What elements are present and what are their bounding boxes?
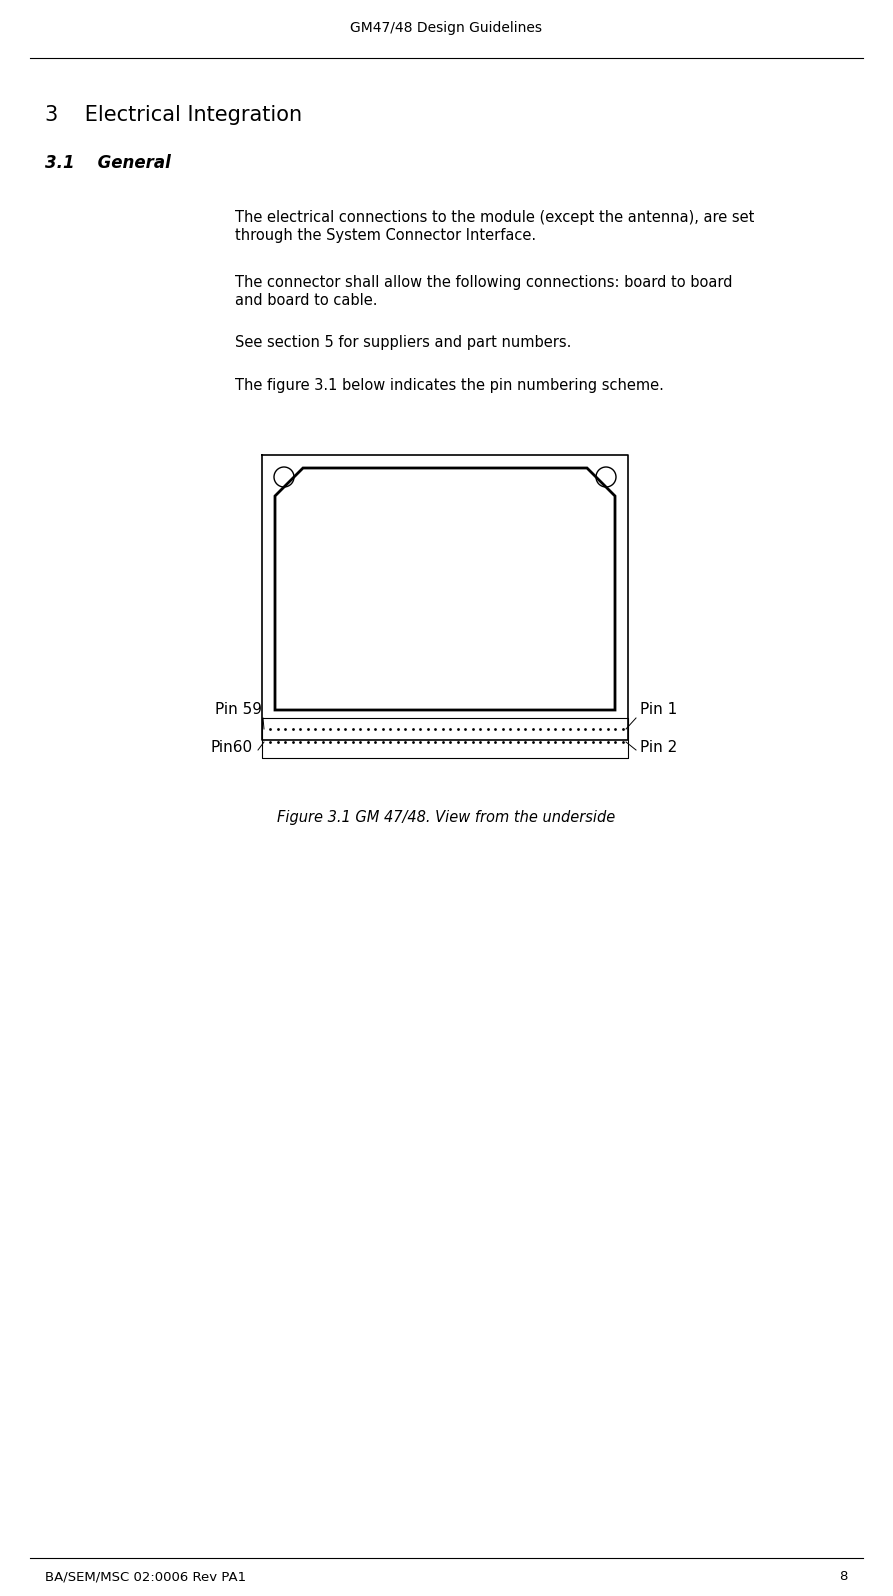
Text: 3    Electrical Integration: 3 Electrical Integration [45,105,302,124]
Text: The connector shall allow the following connections: board to board: The connector shall allow the following … [235,275,732,290]
Text: The electrical connections to the module (except the antenna), are set: The electrical connections to the module… [235,211,755,225]
Text: Pin 2: Pin 2 [640,741,677,755]
Text: Pin60: Pin60 [210,741,252,755]
Text: and board to cable.: and board to cable. [235,294,378,308]
Text: through the System Connector Interface.: through the System Connector Interface. [235,228,536,243]
Text: See section 5 for suppliers and part numbers.: See section 5 for suppliers and part num… [235,335,572,350]
Text: 3.1    General: 3.1 General [45,153,171,172]
Text: Pin 1: Pin 1 [640,702,677,718]
Text: Figure 3.1 GM 47/48. View from the underside: Figure 3.1 GM 47/48. View from the under… [277,811,615,825]
Text: GM47/48 Design Guidelines: GM47/48 Design Guidelines [350,21,542,35]
Text: 8: 8 [839,1570,848,1583]
Text: Pin 59: Pin 59 [215,702,262,718]
Text: The figure 3.1 below indicates the pin numbering scheme.: The figure 3.1 below indicates the pin n… [235,378,663,393]
Text: BA/SEM/MSC 02:0006 Rev PA1: BA/SEM/MSC 02:0006 Rev PA1 [45,1570,246,1583]
